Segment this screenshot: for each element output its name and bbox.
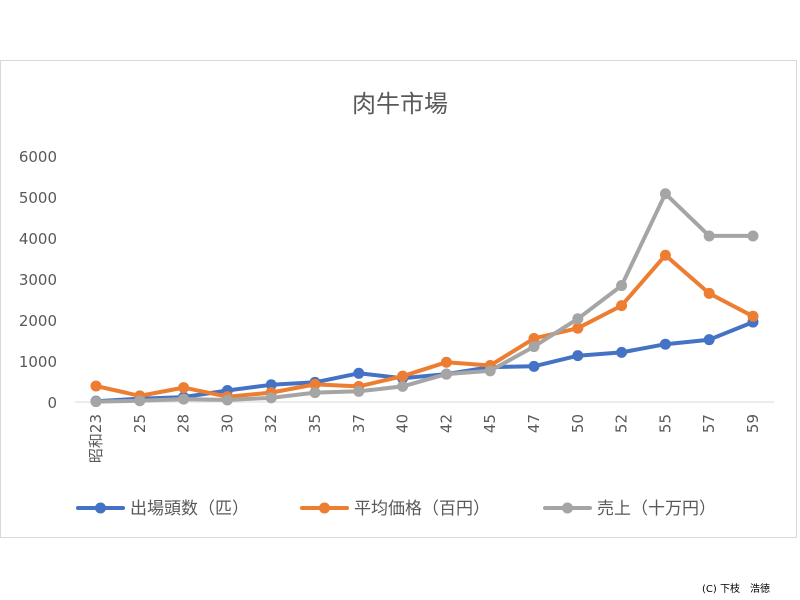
data-point — [616, 280, 628, 292]
data-point — [397, 380, 409, 392]
x-tick-label: 28 — [175, 414, 193, 433]
data-point — [353, 367, 365, 379]
data-point — [659, 249, 671, 261]
data-point — [134, 395, 146, 407]
data-point — [265, 379, 277, 391]
chart-title: 肉牛市場 — [352, 90, 448, 118]
data-point — [616, 300, 628, 312]
x-tick-label: 57 — [700, 414, 718, 433]
x-tick-label: 55 — [656, 414, 674, 433]
x-tick-label: 47 — [525, 414, 543, 433]
x-tick-label: 45 — [481, 414, 499, 433]
data-point — [659, 338, 671, 350]
y-tick-label: 6000 — [19, 148, 57, 166]
data-point — [528, 341, 540, 353]
data-point — [528, 332, 540, 344]
legend-marker-1 — [95, 502, 106, 514]
chart-frame — [0, 60, 797, 538]
data-point — [747, 310, 759, 322]
data-point — [703, 230, 715, 242]
copyright-credit: (C) 下枝 浩徳 — [702, 584, 770, 595]
data-point — [572, 322, 584, 334]
x-tick-label: 52 — [613, 414, 631, 433]
data-point — [90, 396, 102, 408]
legend-label-1: 出場頭数（匹） — [130, 499, 249, 519]
data-point — [440, 368, 452, 380]
data-point — [178, 393, 190, 405]
data-point — [616, 346, 628, 358]
y-tick-label: 3000 — [19, 271, 57, 289]
data-point — [265, 392, 277, 404]
data-point — [90, 380, 102, 392]
data-point — [703, 287, 715, 299]
x-tick-label: 37 — [350, 414, 368, 433]
x-tick-label: 35 — [306, 414, 324, 433]
y-tick-label: 0 — [47, 394, 57, 412]
legend-label-2: 平均価格（百円） — [354, 499, 490, 519]
legend-marker-3 — [562, 502, 573, 514]
x-tick-label: 昭和23 — [87, 414, 105, 463]
x-tick-label: 59 — [744, 414, 762, 433]
series-line-3 — [94, 191, 755, 404]
x-tick-label: 25 — [131, 414, 149, 433]
x-tick-label: 32 — [262, 414, 280, 433]
y-tick-label: 5000 — [19, 189, 57, 207]
x-tick-label: 40 — [394, 414, 412, 433]
data-point — [309, 378, 321, 390]
data-point — [572, 350, 584, 362]
x-tick-label: 42 — [437, 414, 455, 433]
data-point — [221, 394, 233, 406]
data-point — [747, 230, 759, 242]
data-point — [353, 385, 365, 397]
data-point — [484, 365, 496, 377]
x-tick-label: 30 — [218, 414, 236, 433]
series-line-2 — [94, 253, 755, 399]
data-point — [440, 356, 452, 368]
data-point — [528, 360, 540, 372]
data-point — [397, 370, 409, 382]
y-tick-label: 4000 — [19, 230, 57, 248]
data-point — [703, 334, 715, 346]
y-tick-label: 2000 — [19, 312, 57, 330]
data-point — [309, 387, 321, 399]
legend-label-3: 売上（十万円） — [597, 499, 716, 519]
data-point — [178, 382, 190, 394]
data-point — [572, 313, 584, 325]
y-tick-label: 1000 — [19, 353, 57, 371]
legend-marker-2 — [319, 502, 330, 514]
data-point — [659, 188, 671, 200]
x-tick-label: 50 — [569, 414, 587, 433]
